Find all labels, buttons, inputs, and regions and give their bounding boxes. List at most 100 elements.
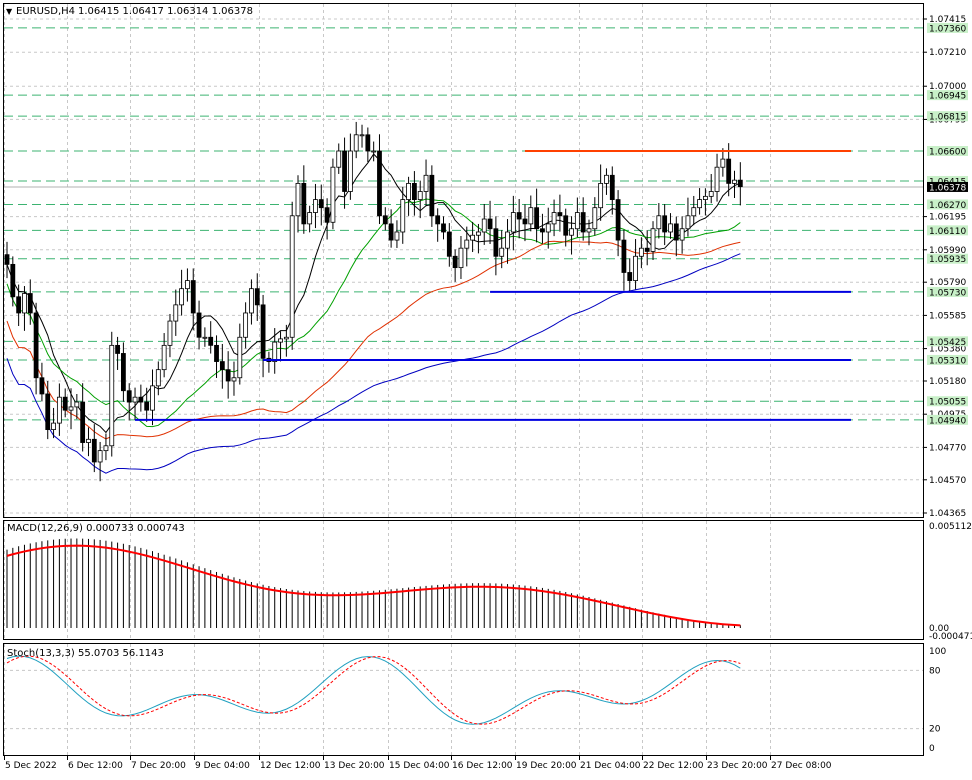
candle [371, 141, 377, 162]
candle [295, 175, 301, 233]
candle-body [557, 212, 563, 217]
price-level-label: 1.05730 [929, 288, 966, 298]
candle [80, 383, 86, 452]
candle [720, 148, 726, 177]
candle [324, 198, 330, 240]
candle-body [668, 223, 673, 233]
price-tick-label: 1.07000 [929, 82, 966, 92]
candle-body [138, 396, 144, 403]
candle-body [720, 158, 726, 168]
candle [417, 180, 423, 219]
candle [115, 336, 120, 370]
candle [313, 183, 318, 229]
candle-body [371, 150, 377, 153]
candle-body [650, 228, 656, 252]
candle [126, 383, 132, 421]
candle [167, 313, 173, 358]
candles[interactable] [4, 121, 743, 482]
candle-body [202, 336, 208, 339]
guide-layer [4, 27, 923, 421]
candle [703, 188, 708, 216]
candle [219, 343, 225, 389]
price-level-box [927, 175, 968, 186]
candle [190, 268, 196, 331]
price-panel[interactable] [3, 3, 924, 518]
candle [592, 197, 598, 236]
candle [347, 133, 353, 200]
candle [382, 207, 388, 231]
header-arrow-icon[interactable]: ▼ [6, 7, 13, 16]
candle-body [324, 207, 330, 223]
candle-body [167, 320, 173, 346]
candle-body [278, 338, 283, 343]
candle-body [627, 272, 633, 281]
candle [394, 220, 400, 248]
candle [74, 394, 80, 420]
candle-body [208, 336, 214, 346]
candle [516, 199, 522, 239]
candle-body [377, 150, 382, 217]
macd-indicator [6, 538, 741, 628]
horizontal-levels[interactable] [135, 150, 851, 421]
candle [56, 383, 62, 436]
stoch-tick-label: 80 [929, 666, 941, 676]
candle-body [697, 199, 702, 209]
candle-body [51, 422, 56, 430]
candle-body [400, 199, 406, 233]
price-tick-label: 1.05380 [929, 345, 966, 355]
time-label: 15 Dec 04:00 [389, 761, 450, 771]
candle-body [33, 312, 39, 379]
candle-body [382, 215, 388, 225]
stoch-panel[interactable] [3, 643, 924, 756]
candle [650, 221, 656, 261]
candle [691, 195, 697, 226]
candle [86, 427, 91, 457]
candle [487, 200, 493, 245]
price-tick-label: 1.05990 [929, 246, 966, 256]
time-label: 19 Dec 20:00 [516, 761, 577, 771]
candle [668, 213, 673, 239]
candle-body [27, 293, 33, 314]
candle-body [307, 212, 313, 225]
price-tick-label: 1.07210 [929, 48, 966, 58]
time-label: 16 Dec 12:00 [452, 761, 513, 771]
candle [545, 207, 551, 249]
candle [33, 302, 39, 395]
candle [609, 166, 615, 215]
candle-body [260, 304, 266, 359]
candle-body [10, 263, 16, 298]
candle-body [231, 377, 237, 382]
candle [557, 194, 563, 232]
candle [737, 162, 743, 206]
candle [27, 279, 33, 325]
candle [586, 219, 592, 246]
candle-body [196, 312, 202, 338]
macd-tick-label: 0.005112 [929, 522, 972, 532]
candle [272, 328, 278, 374]
candle-body [574, 212, 580, 230]
time-label: 22 Dec 12:00 [643, 761, 704, 771]
candle [22, 286, 27, 331]
current-price-box [927, 181, 968, 192]
price-level-box [927, 111, 968, 122]
candle [301, 165, 307, 234]
macd-panel[interactable] [3, 520, 924, 640]
price-level-label: 1.06815 [929, 113, 966, 123]
candle [423, 159, 429, 207]
candle-body [190, 280, 196, 314]
price-tick-label: 1.05585 [929, 311, 966, 321]
candle-body [62, 396, 68, 411]
current-price-label: 1.06378 [929, 183, 966, 193]
candle-body [540, 228, 545, 233]
candle [685, 197, 691, 237]
candle-body [219, 361, 225, 371]
time-label: 23 Dec 20:00 [707, 761, 768, 771]
candle [138, 384, 144, 412]
candle [627, 258, 633, 293]
candle [4, 241, 10, 279]
price-level-box [927, 90, 968, 101]
candle [441, 216, 446, 240]
candle-body [510, 212, 516, 233]
